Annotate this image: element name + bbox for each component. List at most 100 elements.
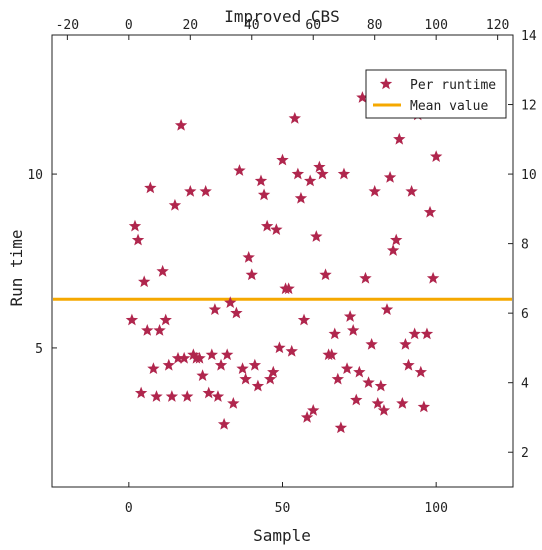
data-point-star xyxy=(171,351,185,364)
right-y-tick-label: 4 xyxy=(521,377,529,392)
data-point-star xyxy=(193,351,206,364)
legend-label-mean-value: Mean value xyxy=(410,99,488,114)
data-point-star xyxy=(426,271,440,284)
data-point-star xyxy=(399,337,412,350)
data-point-star xyxy=(417,400,431,413)
data-point-star xyxy=(181,390,194,402)
data-point-star xyxy=(202,386,215,399)
right-y-tick-label: 10 xyxy=(521,168,537,183)
x-axis-label: Sample xyxy=(253,526,311,545)
data-point-star xyxy=(138,275,151,288)
data-point-star xyxy=(300,410,314,423)
left-y-tick-label: 5 xyxy=(35,342,43,357)
data-point-star xyxy=(162,358,175,371)
data-point-star xyxy=(353,365,366,378)
right-y-tick-label: 12 xyxy=(521,99,537,114)
data-point-star xyxy=(359,271,372,284)
data-point-star xyxy=(239,372,252,385)
data-point-star xyxy=(405,184,418,197)
data-point-star xyxy=(156,264,169,277)
top-x-tick-label: -20 xyxy=(56,18,79,33)
data-point-star xyxy=(221,348,234,361)
data-point-star xyxy=(368,184,381,197)
data-point-star xyxy=(285,344,298,357)
data-point-star xyxy=(356,91,369,103)
data-point-star xyxy=(153,324,166,336)
data-point-star xyxy=(297,313,311,326)
data-point-star xyxy=(168,198,182,211)
data-point-star xyxy=(380,303,394,315)
data-point-star xyxy=(316,167,329,180)
data-point-star xyxy=(337,167,351,180)
data-point-star xyxy=(371,397,384,409)
data-point-star xyxy=(347,324,360,336)
top-x-axis-label: Improved CBS xyxy=(224,7,340,26)
data-point-star xyxy=(248,358,262,371)
data-point-star xyxy=(174,118,188,131)
bottom-x-tick-label: 100 xyxy=(424,501,447,516)
legend-star-marker xyxy=(379,77,393,90)
data-point-star xyxy=(144,181,157,194)
data-point-star xyxy=(408,327,421,340)
data-point-star xyxy=(294,191,308,204)
data-point-star xyxy=(184,184,197,197)
data-point-star xyxy=(177,351,191,364)
data-point-star xyxy=(267,365,280,378)
data-point-star xyxy=(134,386,148,399)
data-point-star xyxy=(420,327,434,340)
legend-label-per-runtime: Per runtime xyxy=(410,78,496,93)
data-point-star xyxy=(393,132,406,145)
data-point-star xyxy=(288,111,301,124)
data-point-star xyxy=(227,397,240,409)
data-point-star xyxy=(307,404,320,416)
data-point-star xyxy=(208,303,222,315)
data-point-star xyxy=(187,348,200,361)
top-x-tick-label: 60 xyxy=(305,18,321,33)
data-point-star xyxy=(402,358,415,371)
data-point-star xyxy=(282,282,295,295)
top-x-tick-label: 0 xyxy=(125,18,133,33)
data-point-star xyxy=(340,362,354,375)
data-point-star xyxy=(273,341,286,354)
data-point-star xyxy=(414,365,427,378)
top-x-tick-label: 120 xyxy=(486,18,509,33)
data-point-star xyxy=(377,404,391,416)
data-point-star xyxy=(199,184,212,197)
data-point-star xyxy=(128,219,142,232)
data-point-star xyxy=(141,324,154,336)
left-y-tick-label: 10 xyxy=(27,168,43,183)
data-point-star xyxy=(331,372,344,385)
data-point-star xyxy=(254,174,268,187)
top-x-tick-label: 40 xyxy=(244,18,260,33)
data-point-star xyxy=(131,233,145,246)
legend-box xyxy=(365,69,507,119)
data-point-star xyxy=(325,348,338,361)
data-point-star xyxy=(147,362,160,375)
data-point-star xyxy=(257,188,271,201)
top-x-tick-label: 100 xyxy=(424,18,447,33)
data-point-star xyxy=(205,348,218,361)
right-y-tick-label: 14 xyxy=(521,29,537,44)
data-point-star xyxy=(328,327,341,340)
data-point-star xyxy=(260,219,274,232)
data-point-star xyxy=(303,174,317,187)
data-point-star xyxy=(429,150,443,162)
data-point-star xyxy=(310,230,323,242)
data-point-star xyxy=(236,362,249,375)
legend: Per runtime Mean value xyxy=(365,69,507,119)
data-point-star xyxy=(313,160,326,173)
data-point-star xyxy=(245,268,258,281)
data-point-star xyxy=(319,268,332,281)
top-x-tick-label: 20 xyxy=(182,18,198,33)
data-point-star xyxy=(150,390,163,402)
data-point-star xyxy=(343,310,357,322)
data-point-star xyxy=(276,153,289,166)
data-point-star xyxy=(270,223,283,235)
data-point-star xyxy=(350,393,363,406)
data-point-star xyxy=(251,379,265,392)
right-y-tick-label: 8 xyxy=(521,238,529,253)
data-point-star xyxy=(374,379,388,392)
data-point-star xyxy=(217,417,231,430)
y-axis-label: Run time xyxy=(7,229,26,306)
data-point-star xyxy=(386,244,400,256)
